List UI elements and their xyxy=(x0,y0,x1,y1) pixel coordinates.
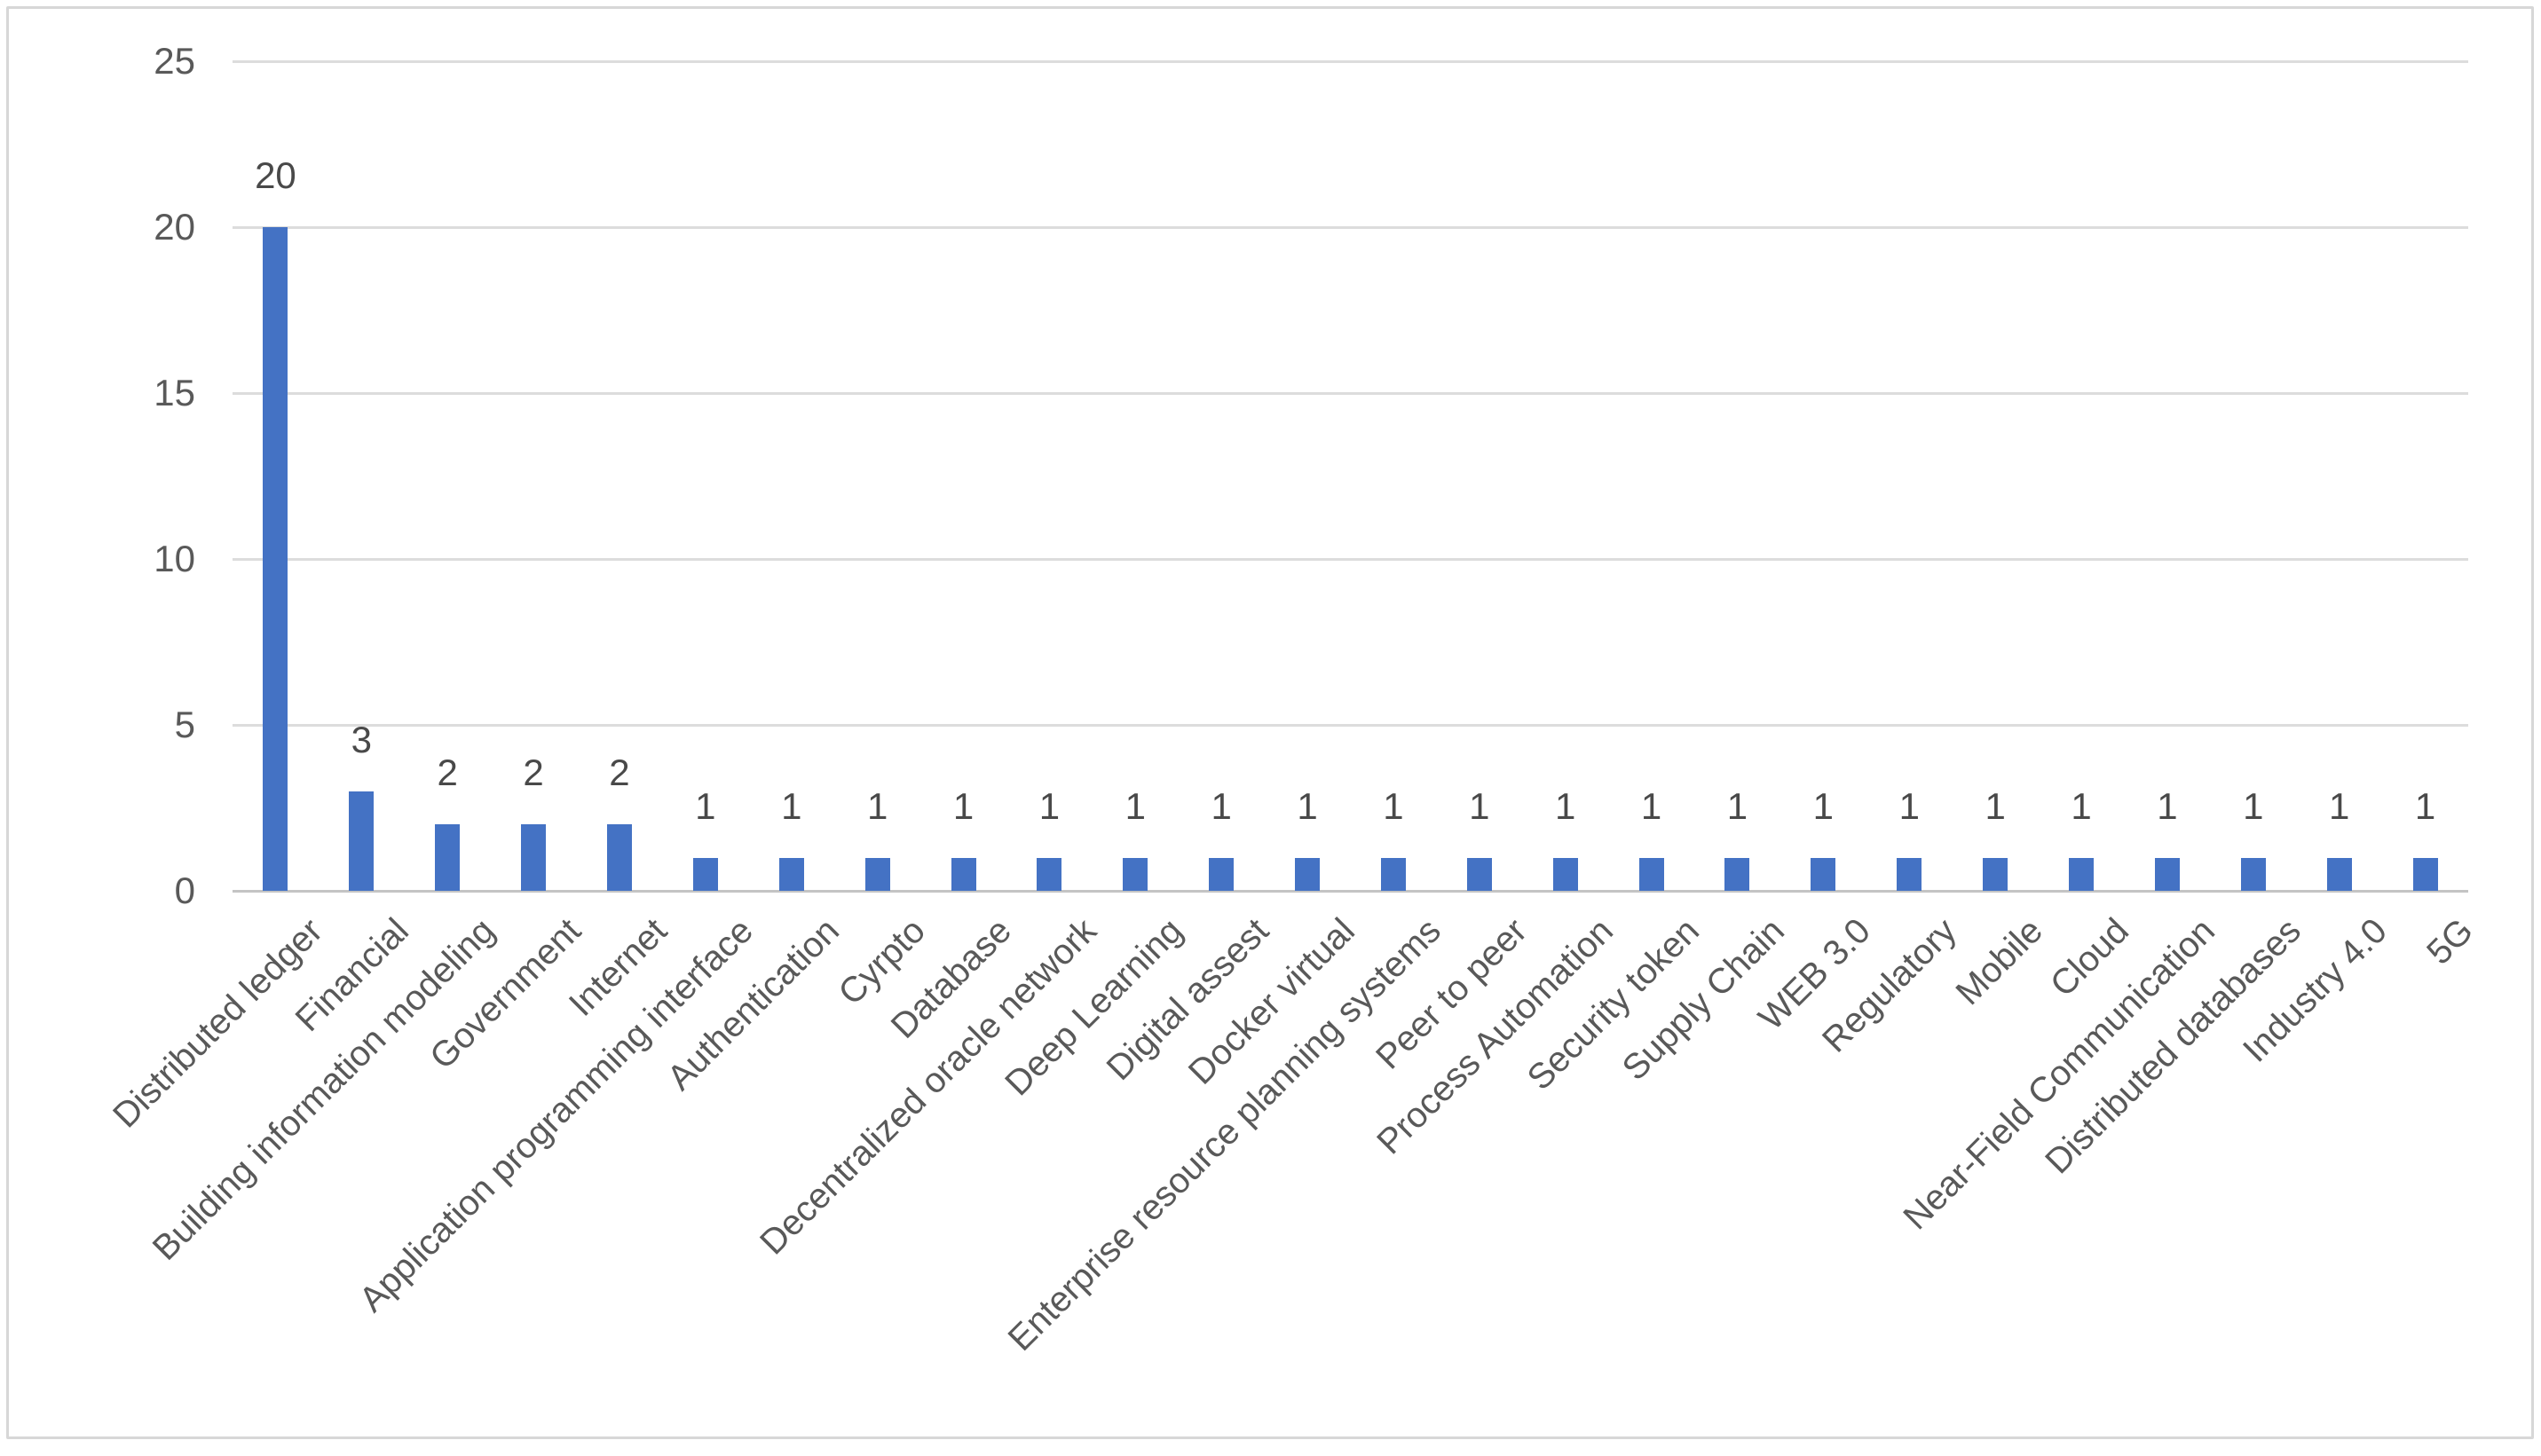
chart-frame xyxy=(6,6,2534,1439)
